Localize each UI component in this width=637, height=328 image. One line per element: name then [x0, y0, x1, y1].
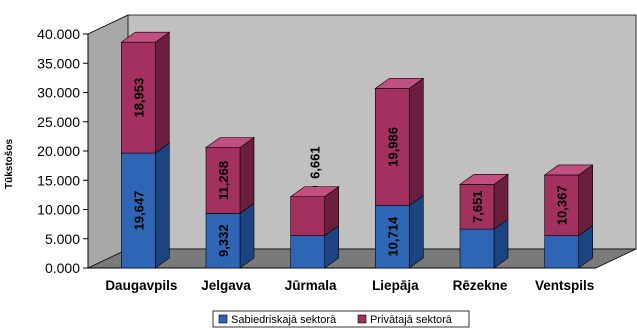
legend-label-sabiedriskaja: Sabiedriskajā sektorā	[231, 314, 337, 326]
value-label-sabiedriskaja: 10,714	[385, 216, 400, 257]
y-tick-label: 25.000	[37, 114, 80, 130]
category-label: Ventspils	[535, 278, 594, 293]
y-tick-label: 5.000	[45, 231, 80, 247]
value-label-sabiedriskaja: 19,647	[131, 191, 146, 231]
bars: 19,64718,9539,33211,2685,5396,66110,7141…	[120, 31, 594, 269]
bar-side-privataja	[155, 31, 170, 154]
bar-top-privataja	[459, 174, 509, 185]
y-tick-label: 15.000	[37, 172, 80, 188]
bar-privataja	[375, 88, 410, 206]
bar-side-privataja	[578, 164, 593, 237]
legend-swatch-privataja	[357, 314, 367, 324]
bar-side-sabiedriskaja	[239, 202, 255, 269]
value-label-privataja: 6,661	[308, 146, 323, 179]
bar-top-privataja	[205, 137, 255, 148]
category-label: Rēzekne	[453, 278, 508, 293]
bar-sabiedriskaja	[375, 205, 410, 269]
y-tick-label: 35.000	[37, 55, 80, 71]
legend-frame	[212, 310, 470, 328]
value-label-privataja: 11,268	[216, 161, 231, 200]
side-wall-top-edge	[87, 14, 129, 35]
bar-top-privataja	[374, 78, 425, 89]
value-label-sabiedriskaja: 9,332	[216, 224, 231, 257]
y-axis: 0.000 5.000 10.000 15.000 20.000 25.000 30.000…	[37, 14, 596, 276]
bar-privataja	[121, 41, 156, 154]
bar-sabiedriskaja	[544, 235, 579, 269]
bar-sabiedriskaja	[290, 235, 325, 269]
bar-side-sabiedriskaja	[155, 142, 170, 269]
value-label-privataja: 10,367	[555, 185, 570, 225]
y-tick-label: 40.000	[37, 26, 80, 42]
bar-side-privataja	[409, 77, 424, 206]
legend-label-privataja: Privātajā sektorā	[370, 314, 453, 326]
y-tick-label: 20.000	[37, 143, 80, 159]
category-labels: Daugavpils Jelgava Jūrmala Liepāja Rēzekne Ve…	[105, 278, 594, 293]
value-label-privataja: 19,986	[385, 127, 400, 167]
bar-top-privataja	[120, 31, 171, 43]
y-tick-label: 10.000	[37, 202, 80, 218]
bar-sabiedriskaja	[121, 152, 156, 269]
category-label: Jelgava	[201, 278, 251, 293]
bar-side-sabiedriskaja	[409, 194, 424, 269]
bar-privataja	[205, 147, 241, 214]
bar-privataja	[544, 174, 579, 236]
bar-sabiedriskaja	[459, 228, 495, 269]
legend: Sabiedriskajā sektorā Privātajā sektorā	[212, 310, 470, 328]
y-tick-label: 30.000	[37, 85, 80, 101]
bar-sabiedriskaja	[205, 213, 241, 269]
category-label: Liepāja	[372, 278, 419, 293]
category-label: Daugavpils	[105, 278, 177, 293]
bar-privataja	[290, 196, 325, 236]
bar-top-privataja	[543, 164, 594, 176]
value-label-privataja: 18,953	[131, 78, 146, 118]
side-wall	[88, 15, 128, 268]
category-label: Jūrmala	[285, 278, 337, 293]
legend-swatch-sabiedriskaja	[218, 314, 228, 324]
y-axis-label: Tūkstošos	[4, 139, 15, 189]
y-tick-label: 0.000	[45, 260, 80, 276]
bar-side-privataja	[239, 136, 255, 214]
value-label-privataja: 7,651	[470, 190, 485, 223]
bar-top-privataja	[289, 186, 340, 197]
